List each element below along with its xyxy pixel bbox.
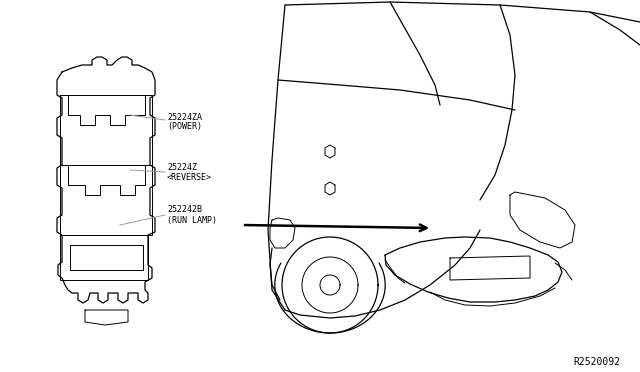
Text: R2520092: R2520092	[573, 357, 620, 367]
Text: (POWER): (POWER)	[167, 122, 202, 131]
Text: 25224ZA: 25224ZA	[167, 112, 202, 122]
Text: <REVERSE>: <REVERSE>	[167, 173, 212, 182]
Text: 25224Z: 25224Z	[167, 164, 197, 173]
Text: (RUN LAMP): (RUN LAMP)	[167, 215, 217, 224]
Text: 252242B: 252242B	[167, 205, 202, 215]
